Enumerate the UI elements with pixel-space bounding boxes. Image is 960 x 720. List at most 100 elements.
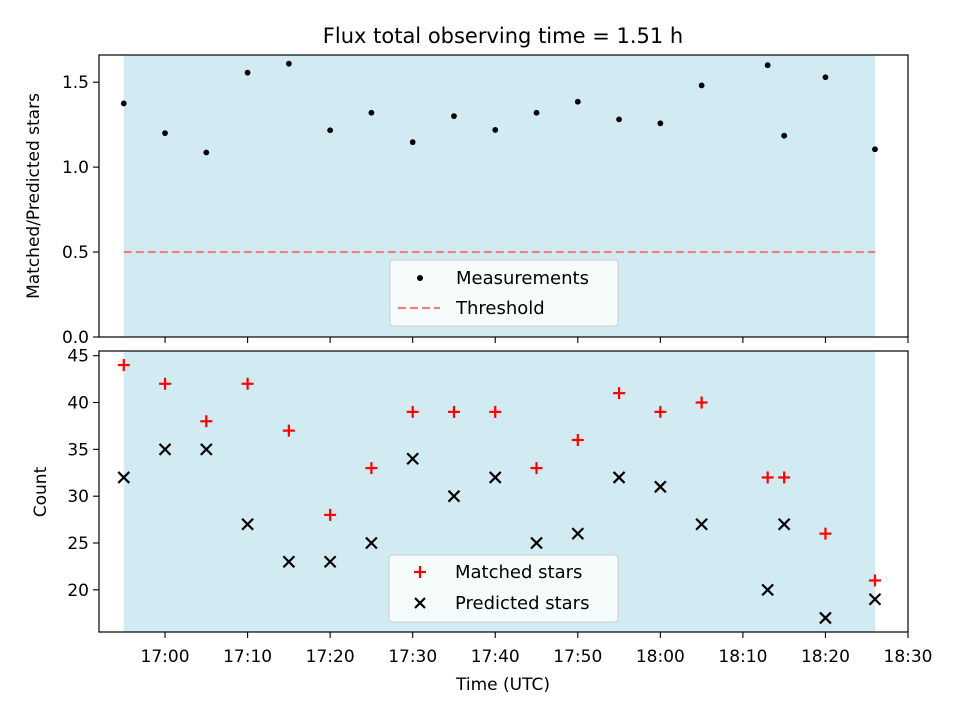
predicted-star-point-b [117,471,131,484]
measurement-point [872,146,878,153]
measurement-point [616,116,622,123]
top-panel: 0.0 0.5 1.0 1.5 Matched/Predicted stars Mea… [24,54,909,348]
bottom-y-tick-label: 25 [67,534,89,554]
matched-star-point [117,359,130,372]
x-axis-label: Time (UTC) [455,675,550,695]
matched-star-point [200,415,213,428]
matched-star-point [819,527,832,540]
matched-star-point [654,405,667,418]
measurement-point [285,60,292,67]
chart-title: Flux total observing time = 1.51 h [323,24,683,48]
measurement-point [409,139,416,146]
bottom-panel: 20 25 30 35 40 45 17:00 17:10 17:20 17:30 17:40 17… [31,347,933,695]
top-legend-box [389,259,619,327]
measurement-point [492,127,499,133]
bottom-panel-frame [98,350,909,633]
matched-star-point [282,424,295,437]
predicted-star-point-b [365,536,378,550]
predicted-star-point-b [241,518,254,531]
bottom-y-tick-label: 30 [67,487,89,507]
matched-star-point [365,462,378,475]
predicted-star-point-b [282,555,296,569]
legend-marker-measurements [417,275,423,281]
predicted-star-point [654,480,667,494]
measurement-point [162,130,168,137]
predicted-star-point-b [406,452,419,465]
measurement-point [781,132,788,139]
predicted-star-point [158,443,172,456]
bottom-y-tick-label: 45 [67,347,89,367]
x-tick-label: 18:00 [636,647,685,667]
matched-star-point [324,508,337,521]
measurement-point [574,98,581,105]
measurement-point [657,120,664,127]
top-y-tick-label: 1.5 [62,73,89,93]
measurement-point [451,113,457,120]
predicted-star-point [819,611,832,625]
legend-label-measurements: Measurements [456,268,589,289]
predicted-star-point [488,471,502,484]
matched-star-point [489,405,502,418]
x-tick-label: 17:40 [471,647,520,667]
bottom-legend-box [388,554,619,623]
measurement-point [764,62,771,69]
bottom-y-tick-label: 40 [67,394,89,414]
predicted-star-point-b [777,518,791,531]
predicted-star-point [365,536,378,550]
measurement-point [244,69,251,76]
top-y-axis-label: Matched/Predicted stars [24,93,44,299]
x-tick-label: 18:20 [801,647,850,667]
bottom-y-axis-label: Count [31,466,51,517]
top-y-tick-label: 0.0 [62,328,89,348]
measurement-point [120,100,127,107]
predicted-star-point [777,518,791,531]
top-y-tick-label: 1.0 [62,158,89,178]
predicted-star-point-b [447,489,461,503]
measurement-point [698,82,705,89]
top-panel-frame [98,54,909,338]
predicted-star-point [761,583,774,597]
legend-label-threshold: Threshold [455,298,545,319]
predicted-star-point-b [488,471,502,484]
predicted-star-point-b [654,480,667,494]
measurement-point [327,127,334,134]
bottom-y-tick-label: 35 [67,440,89,460]
legend-marker-predicted-stars [414,597,426,609]
x-tick-label: 17:10 [223,647,272,667]
predicted-star-point [406,452,419,465]
x-tick-label: 17:20 [306,647,355,667]
legend-label-matched-stars: Matched stars [455,562,582,583]
legend-marker-matched-stars [414,566,426,578]
predicted-star-point-b [200,443,213,456]
matched-star-point [868,574,881,587]
predicted-star-point [117,471,131,484]
x-tick-label: 17:30 [388,647,437,667]
predicted-star-point-b [158,443,172,456]
matched-star-point [159,377,172,390]
predicted-star-point [695,518,708,531]
x-tick-label: 17:50 [553,647,602,667]
predicted-star-point-b [612,471,626,484]
predicted-star-point [323,555,337,569]
predicted-star-point [282,555,296,569]
predicted-star-point-b [323,555,337,569]
measurement-point [203,149,210,156]
matched-star-point [613,387,626,400]
matched-star-point [571,433,584,446]
predicted-star-point [447,489,461,503]
matched-star-point [406,405,419,418]
bottom-legend: Matched stars Predicted stars [388,554,619,623]
predicted-star-point [200,443,213,456]
predicted-star-point-b [695,518,708,531]
x-tick-label: 17:00 [141,647,190,667]
predicted-star-point-b [868,592,882,606]
top-legend: Measurements Threshold [389,259,619,327]
x-tick-label: 18:30 [884,647,933,667]
matched-star-point [241,377,254,390]
matched-star-point [761,471,774,484]
matched-star-point [530,462,543,475]
predicted-star-point [571,527,585,540]
predicted-star-point-b [819,611,832,625]
measurement-point [822,74,829,81]
